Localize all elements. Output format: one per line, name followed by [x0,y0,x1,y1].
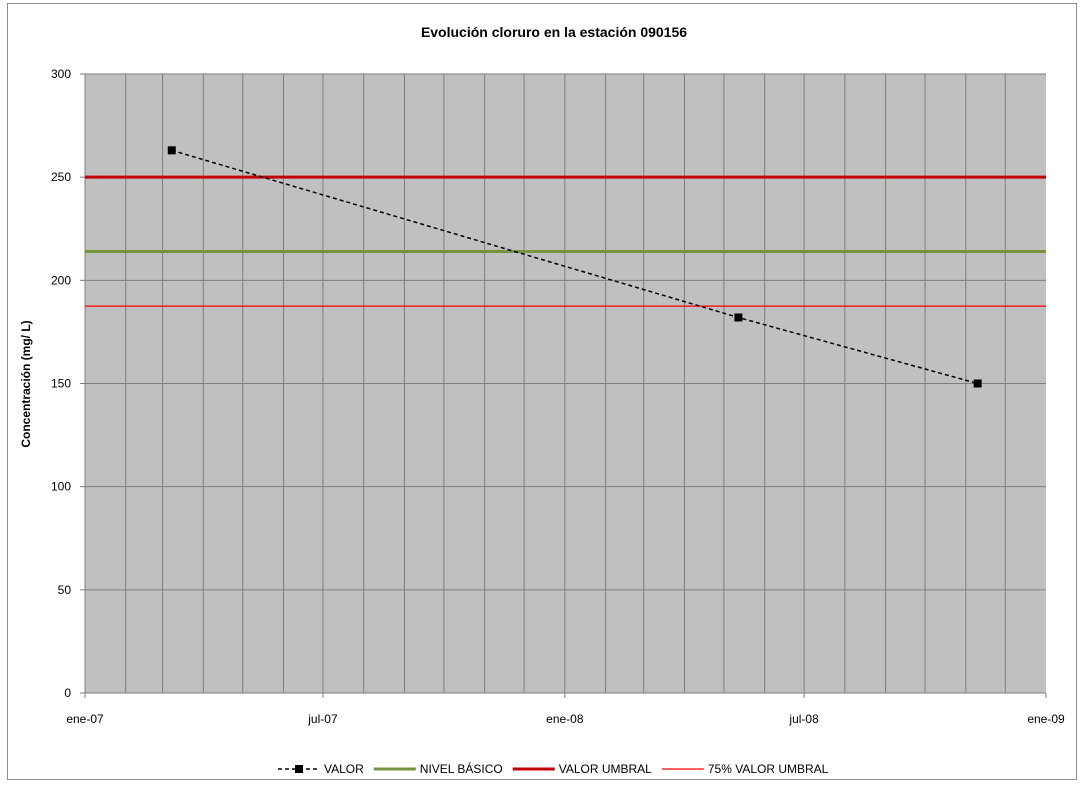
y-tick-label: 150 [51,377,71,391]
y-axis-title: Concentración (mg/ L) [19,320,33,447]
x-tick-label: ene-08 [546,712,584,726]
legend: VALOR NIVEL BÁSICO VALOR UMBRAL 75% VALOR U… [278,761,829,776]
chart-title: Evolución cloruro en la estación 090156 [421,24,687,40]
x-tick-label: ene-07 [66,712,104,726]
y-tick-label: 0 [64,686,71,700]
x-tick-label: jul-07 [307,712,338,726]
y-tick-label: 250 [51,170,71,184]
data-point [734,313,743,322]
legend-label: NIVEL BÁSICO [420,761,503,776]
series [85,146,1046,388]
y-tick-label: 300 [51,67,71,81]
x-tick-label: ene-09 [1027,712,1065,726]
legend-marker [295,765,303,773]
legend-label: VALOR UMBRAL [559,762,652,776]
legend-label: 75% VALOR UMBRAL [708,762,829,776]
data-point [167,146,176,155]
data-point [973,379,982,388]
y-tick-label: 50 [58,583,72,597]
y-tick-label: 200 [51,273,71,287]
x-tick-label: jul-08 [788,712,819,726]
y-tick-label: 100 [51,480,71,494]
legend-label: VALOR [324,762,364,776]
